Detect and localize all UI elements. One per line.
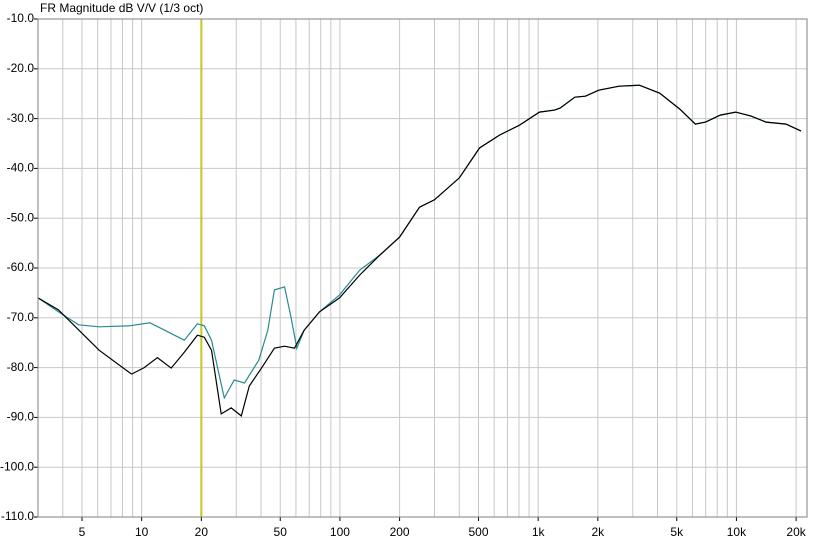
x-tick-label: 50 <box>274 525 288 539</box>
x-tick-label: 100 <box>330 525 350 539</box>
chart-title: FR Magnitude dB V/V (1/3 oct) <box>40 1 203 15</box>
x-tick-label: 2k <box>592 525 606 539</box>
y-tick-label: -60.0 <box>7 260 35 274</box>
x-tick-label: 200 <box>390 525 410 539</box>
y-tick-label: -70.0 <box>7 310 35 324</box>
x-tick-label: 20k <box>786 525 806 539</box>
x-tick-label: 5 <box>79 525 86 539</box>
plot-border <box>37 18 808 518</box>
series-line <box>37 84 802 417</box>
x-tick-label: 500 <box>468 525 488 539</box>
x-tick-label: 20 <box>195 525 209 539</box>
x-tick-label: 1k <box>532 525 546 539</box>
y-tick-label: -20.0 <box>7 61 35 75</box>
x-tick-label: 10k <box>727 525 747 539</box>
x-tick-label: 5k <box>670 525 684 539</box>
y-tick-label: -30.0 <box>7 111 35 125</box>
y-tick-label: -10.0 <box>7 11 35 25</box>
x-tick-label: 10 <box>135 525 149 539</box>
y-tick-label: -50.0 <box>7 210 35 224</box>
y-tick-label: -80.0 <box>7 360 35 374</box>
y-tick-label: -100.0 <box>0 459 34 473</box>
y-tick-label: -110.0 <box>1 509 34 523</box>
y-tick-label: -40.0 <box>7 161 35 175</box>
y-tick-label: -90.0 <box>7 410 35 424</box>
